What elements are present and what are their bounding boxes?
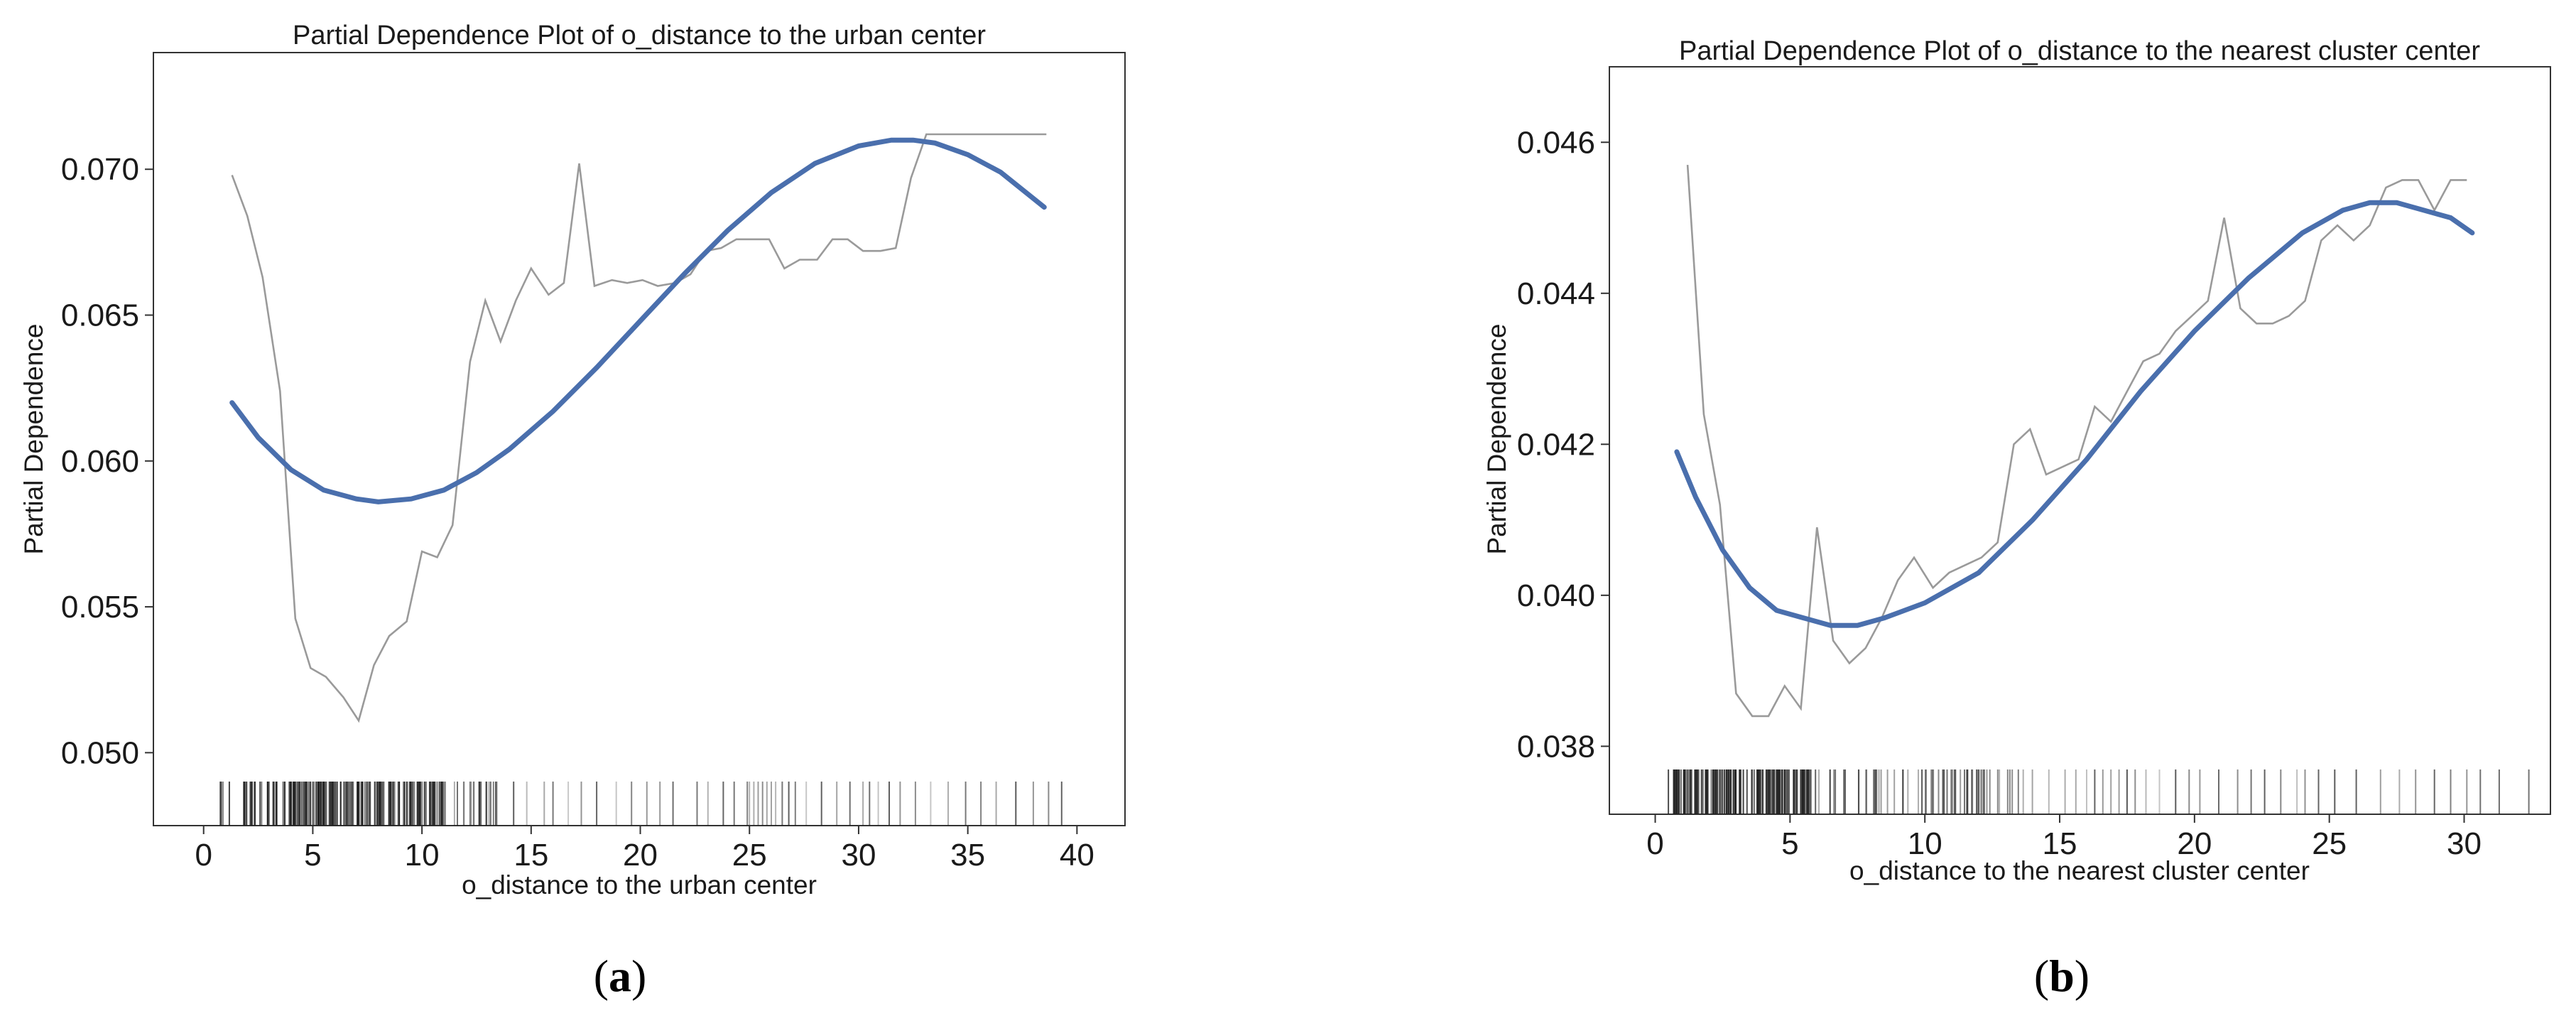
- chart-b-y-axis-label: Partial Dependence: [1482, 324, 1511, 555]
- panel-label-a-letter: a: [609, 951, 631, 1001]
- x-tick-label: 25: [732, 838, 767, 873]
- chart-a-y-ticks: 0.050 0.055 0.060 0.065 0.070: [61, 152, 153, 770]
- chart-b-x-ticks: 0 5 10 15 20 25 30: [1646, 814, 2482, 861]
- chart-b-title: Partial Dependence Plot of o_distance to…: [1679, 36, 2480, 66]
- y-tick-label: 0.070: [61, 152, 139, 187]
- x-tick-label: 5: [304, 838, 321, 873]
- chart-a-x-ticks: 0 5 10 15 20 25 30 35 40: [195, 826, 1094, 873]
- x-tick-label: 20: [623, 838, 658, 873]
- y-tick-label: 0.044: [1517, 276, 1595, 311]
- y-tick-label: 0.038: [1517, 729, 1595, 764]
- chart-b-y-ticks: 0.038 0.040 0.042 0.044 0.046: [1517, 125, 1609, 764]
- x-tick-label: 10: [1908, 826, 1942, 861]
- x-tick-label: 15: [513, 838, 548, 873]
- x-tick-label: 40: [1060, 838, 1094, 873]
- chart-a-y-axis-label: Partial Dependence: [19, 324, 48, 555]
- chart-a-plot-frame: [153, 52, 1126, 826]
- chart-a-rug: [219, 782, 1063, 826]
- x-tick-label: 25: [2312, 826, 2347, 861]
- panel-label-b: (b): [2034, 951, 2089, 1001]
- chart-b-fit-curve: [1674, 200, 2475, 628]
- y-tick-label: 0.050: [61, 735, 139, 770]
- chart-b-pdp-line: [1686, 165, 2467, 718]
- y-tick-label: 0.040: [1517, 578, 1595, 613]
- chart-a-fit-curve: [229, 137, 1047, 504]
- x-tick-label: 0: [1646, 826, 1663, 861]
- panel-label-b-letter: b: [2049, 951, 2075, 1001]
- x-tick-label: 5: [1781, 826, 1798, 861]
- x-tick-label: 0: [195, 838, 212, 873]
- panel-label-a: (a): [594, 951, 647, 1001]
- x-tick-label: 10: [405, 838, 440, 873]
- chart-a-pdp-line: [231, 133, 1047, 723]
- chart-b-rug: [1668, 769, 2530, 814]
- chart-b-x-axis-label: o_distance to the nearest cluster center: [1849, 856, 2310, 885]
- x-tick-label: 15: [2043, 826, 2077, 861]
- chart-a-title: Partial Dependence Plot of o_distance to…: [293, 21, 986, 50]
- x-tick-label: 30: [841, 838, 876, 873]
- y-tick-label: 0.042: [1517, 427, 1595, 462]
- y-tick-label: 0.060: [61, 444, 139, 479]
- chart-b-plot-frame: [1609, 66, 2551, 815]
- chart-panel-a: Partial Dependence Plot of o_distance to…: [19, 21, 1126, 1001]
- y-tick-label: 0.055: [61, 590, 139, 625]
- y-tick-label: 0.065: [61, 298, 139, 333]
- chart-panel-b: Partial Dependence Plot of o_distance to…: [1482, 36, 2551, 1001]
- x-tick-label: 30: [2447, 826, 2482, 861]
- x-tick-label: 35: [950, 838, 985, 873]
- y-tick-label: 0.046: [1517, 125, 1595, 160]
- x-tick-label: 20: [2177, 826, 2212, 861]
- chart-a-x-axis-label: o_distance to the urban center: [462, 870, 817, 900]
